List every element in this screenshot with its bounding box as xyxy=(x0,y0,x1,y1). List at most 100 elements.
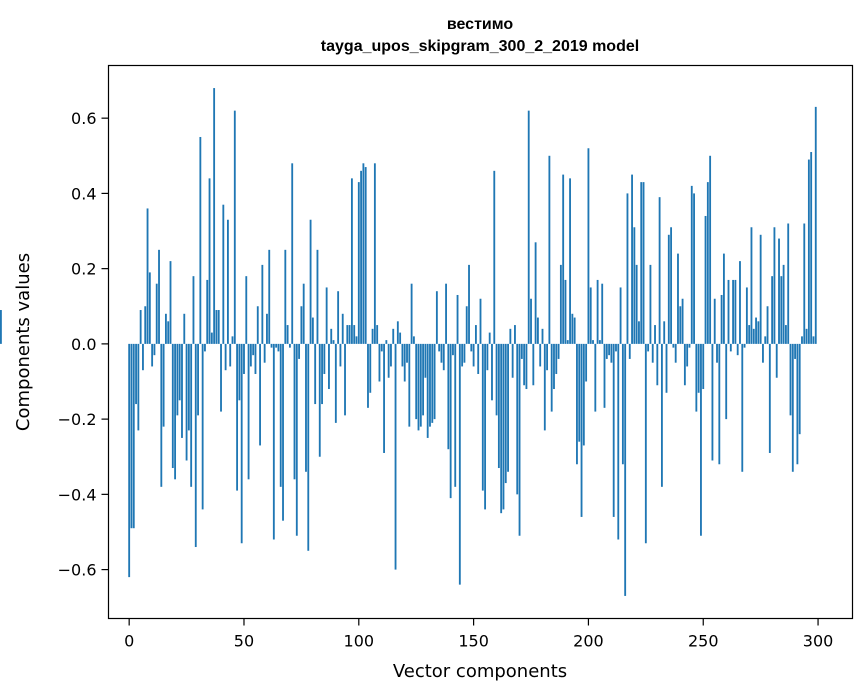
bar xyxy=(185,343,188,461)
bar xyxy=(690,185,693,344)
bar xyxy=(667,234,670,344)
bar xyxy=(417,343,420,431)
bar xyxy=(199,136,202,344)
bar xyxy=(474,325,477,344)
bar xyxy=(603,343,606,408)
bar xyxy=(488,332,491,344)
bar xyxy=(555,343,558,374)
bar xyxy=(507,343,509,472)
bar xyxy=(403,343,406,382)
bar xyxy=(495,343,498,416)
bar xyxy=(300,306,303,344)
bar xyxy=(748,325,751,344)
bar xyxy=(275,343,278,348)
bar xyxy=(364,167,367,344)
bar xyxy=(137,343,140,431)
bar xyxy=(693,193,695,344)
bar xyxy=(243,343,245,374)
bar xyxy=(794,343,797,359)
bar xyxy=(479,298,482,344)
bar xyxy=(197,343,199,416)
bar xyxy=(178,343,181,401)
bar xyxy=(153,343,156,356)
bar xyxy=(408,343,411,427)
bar xyxy=(390,343,392,367)
bar xyxy=(481,343,484,491)
bar xyxy=(743,343,746,348)
bar xyxy=(764,336,767,344)
bar xyxy=(222,204,225,344)
bar xyxy=(183,313,186,344)
bar xyxy=(341,313,344,344)
x-axis: 0 50 100 150 200 250 300 xyxy=(124,618,834,651)
bar xyxy=(587,148,590,344)
bar xyxy=(683,343,686,386)
bar xyxy=(362,163,365,344)
chart-title: вестимо xyxy=(447,16,514,33)
bar xyxy=(541,328,544,344)
bar xyxy=(656,343,659,386)
x-tick-label: 300 xyxy=(803,632,834,651)
bar xyxy=(670,227,673,344)
y-axis: −0.6 −0.4 −0.2 0.0 0.2 0.4 0.6 xyxy=(58,109,109,580)
bar xyxy=(415,343,418,420)
bar xyxy=(252,343,255,356)
bar xyxy=(277,343,280,352)
y-tick-label: −0.2 xyxy=(58,410,97,429)
bar xyxy=(610,343,613,363)
bar xyxy=(401,343,404,367)
bar xyxy=(259,343,261,446)
bar xyxy=(305,343,307,472)
bar xyxy=(456,294,459,344)
bar xyxy=(167,321,170,344)
bar xyxy=(387,343,390,378)
bar xyxy=(376,325,379,344)
bar xyxy=(635,264,638,344)
bar xyxy=(486,343,489,371)
bar xyxy=(174,343,177,480)
bar xyxy=(249,343,252,367)
bar xyxy=(518,343,521,536)
bar xyxy=(665,343,668,393)
bar xyxy=(615,343,617,352)
bar xyxy=(677,253,679,344)
bar xyxy=(660,343,663,487)
bar xyxy=(288,343,291,348)
bar xyxy=(148,272,151,344)
bar xyxy=(619,287,622,344)
bar xyxy=(734,279,737,344)
bar xyxy=(266,313,268,344)
bar xyxy=(128,343,131,578)
bar xyxy=(339,343,342,367)
x-tick-label: 200 xyxy=(573,632,604,651)
x-tick-label: 100 xyxy=(344,632,375,651)
bar xyxy=(725,343,728,420)
bar xyxy=(624,343,627,596)
bar xyxy=(511,343,514,378)
bar xyxy=(210,332,213,344)
bar xyxy=(520,343,523,359)
bar xyxy=(702,343,705,390)
bar xyxy=(640,182,643,344)
bar xyxy=(245,276,248,344)
bar xyxy=(445,283,447,344)
bar xyxy=(399,332,402,344)
bar xyxy=(334,343,337,423)
bar xyxy=(773,227,776,344)
bar xyxy=(752,328,755,344)
bar xyxy=(247,343,250,480)
bar xyxy=(293,343,296,480)
bar xyxy=(371,328,374,344)
bar xyxy=(672,343,675,348)
bar xyxy=(135,343,137,405)
bar xyxy=(449,343,452,499)
bar xyxy=(470,343,473,352)
bar xyxy=(215,310,218,344)
bar xyxy=(461,343,464,367)
bar xyxy=(176,343,179,416)
bar xyxy=(291,163,294,344)
bar xyxy=(220,343,222,412)
bar xyxy=(406,343,408,363)
bar xyxy=(523,343,526,386)
bar xyxy=(139,310,142,344)
